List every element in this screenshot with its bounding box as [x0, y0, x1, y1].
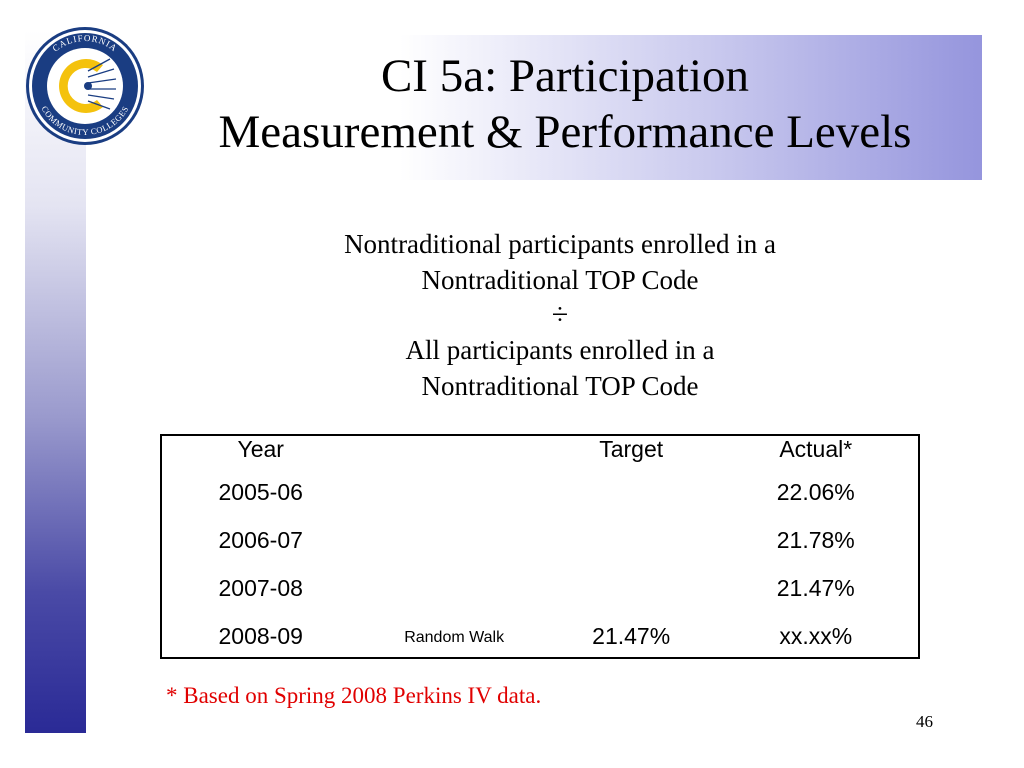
cell-year: 2007-08	[218, 574, 303, 601]
cell-year: 2005-06	[218, 478, 303, 505]
cell-note	[359, 468, 548, 516]
slide-title-line1: CI 5a: Participation	[380, 50, 750, 102]
cell-note	[359, 516, 548, 564]
numerator-line1: Nontraditional participants enrolled in …	[344, 229, 776, 259]
slide-title-line2: Measurement & Performance Levels	[218, 106, 912, 158]
division-sign: ÷	[551, 298, 569, 331]
table-row: 2008-09 Random Walk 21.47% xx.xx%	[162, 612, 918, 660]
cell-actual: 21.78%	[776, 526, 855, 553]
numerator-line2: Nontraditional TOP Code	[421, 265, 699, 295]
cell-note	[359, 564, 548, 612]
table-row: 2006-07 21.78%	[162, 516, 918, 564]
cell-actual: 22.06%	[776, 478, 855, 505]
cell-year: 2006-07	[218, 526, 303, 553]
cell-target	[549, 564, 714, 612]
cell-actual: 21.47%	[776, 574, 855, 601]
table-header-row: Year Target Actual*	[162, 436, 918, 468]
cell-target	[549, 516, 714, 564]
table-row: 2005-06 22.06%	[162, 468, 918, 516]
header-actual: Actual*	[779, 436, 853, 462]
header-year: Year	[237, 436, 284, 462]
denominator-line1: All participants enrolled in a	[405, 335, 715, 365]
performance-table: Year Target Actual* 2005-06 22.06% 2006-…	[160, 434, 920, 659]
cell-year: 2008-09	[218, 622, 303, 649]
california-community-colleges-logo: CALIFORNIA COMMUNITY COLLEGES	[26, 27, 144, 145]
footnote: * Based on Spring 2008 Perkins IV data.	[166, 683, 542, 708]
cell-note: Random Walk	[404, 629, 505, 646]
header-note	[359, 436, 548, 468]
cell-target	[549, 468, 714, 516]
formula: Nontraditional participants enrolled in …	[280, 226, 840, 404]
title-band	[86, 35, 982, 180]
page-number: 46	[916, 712, 933, 731]
cell-target: 21.47%	[592, 622, 671, 649]
slide-title: CI 5a: Participation Measurement & Perfo…	[140, 48, 990, 160]
cell-actual: xx.xx%	[779, 622, 853, 649]
denominator-line2: Nontraditional TOP Code	[421, 371, 699, 401]
sidebar-gradient	[25, 30, 86, 733]
table-row: 2007-08 21.47%	[162, 564, 918, 612]
header-target: Target	[599, 436, 664, 462]
